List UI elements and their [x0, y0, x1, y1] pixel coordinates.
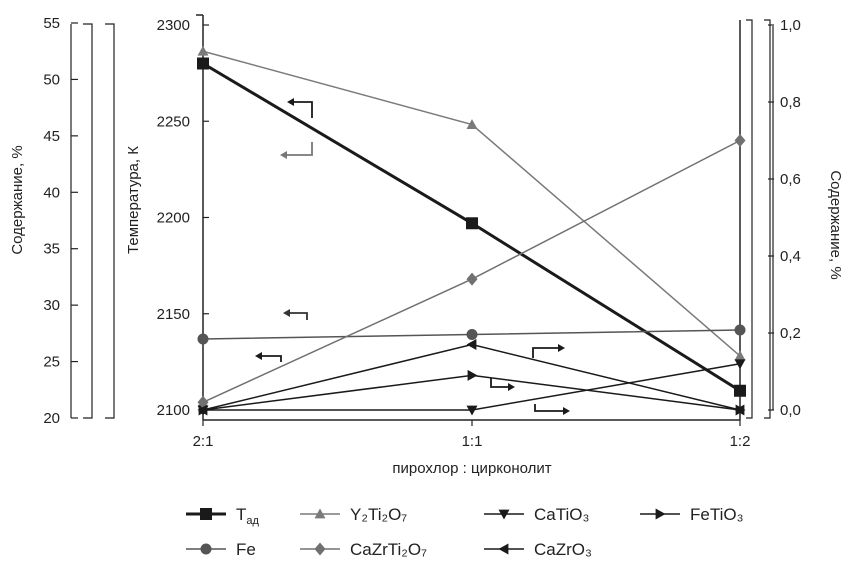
temperature-tick-label: 2150	[157, 306, 190, 323]
point-y-ti-o	[197, 45, 209, 56]
legend-marker	[200, 508, 212, 520]
temperature-tick-label: 2100	[157, 402, 190, 419]
legend-item-fe: Fe	[186, 540, 256, 559]
axis-indicator-arrow-head	[283, 309, 290, 317]
content-right-tick-label: 0,2	[780, 325, 801, 342]
point-cazro	[734, 404, 745, 416]
legend-marker	[655, 508, 666, 520]
content-left-tick-label: 35	[43, 241, 60, 258]
stacked-axis-frame	[105, 23, 115, 419]
temperature-tick-label: 2250	[157, 113, 190, 130]
legend-item-t: Tад	[186, 505, 260, 527]
content-left-tick-label: 20	[43, 410, 60, 427]
legend-item-cazrti-o: CaZrTi₂O₇	[300, 540, 427, 559]
temperature-tick-label: 2300	[157, 17, 190, 34]
axis-indicator-arrow-head	[255, 352, 262, 360]
content-right-tick-label: 0,4	[780, 248, 801, 265]
legend-label-subscript: ад	[246, 515, 259, 527]
series-line-y-ti-o	[202, 50, 741, 357]
legend-marker	[200, 543, 212, 555]
series-line-fetio	[202, 374, 741, 411]
x-tick-label: 1:2	[730, 433, 751, 450]
legend-label: CaZrTi₂O₇	[350, 540, 427, 559]
legend-marker	[498, 543, 509, 555]
stacked-axis-frame	[83, 23, 93, 419]
content-right-tick-label: 1,0	[780, 17, 801, 34]
axis-indicator-arrow	[294, 101, 313, 118]
point-t	[197, 57, 209, 70]
point-fe	[734, 324, 746, 336]
axis-indicator-arrow-head	[563, 407, 570, 415]
point-cazro	[197, 404, 208, 416]
x-tick-label: 2:1	[193, 433, 214, 450]
legend-label: Fe	[236, 540, 256, 559]
content-right-tick-label: 0,6	[780, 171, 801, 188]
content-right-tick-label: 0,8	[780, 94, 801, 111]
legend-label: FeTiO₃	[690, 505, 744, 524]
point-fetio	[467, 369, 478, 381]
temperature-tick-label: 2200	[157, 210, 190, 227]
content-left-tick-label: 25	[43, 354, 60, 371]
series-line-cazrti-o	[202, 139, 741, 403]
point-fe	[197, 333, 209, 345]
legend: Tад Y₂Ti₂O₇ CaTiO₃ FeTiO₃ Fe CaZrTi₂O₇ CaZrO₃	[186, 505, 744, 559]
point-catio	[734, 359, 746, 370]
axis-indicator-arrow-head	[280, 151, 287, 159]
legend-marker	[314, 542, 326, 556]
axis-indicator-arrow	[534, 404, 563, 412]
point-cazro	[466, 339, 477, 351]
stacked-axis-frame	[746, 19, 753, 419]
legend-item-cazro: CaZrO₃	[484, 540, 592, 559]
point-t	[466, 217, 478, 230]
axis-indicator-arrow	[290, 312, 308, 320]
x-tick-label: 1:1	[462, 433, 483, 450]
stacked-axis-frame	[764, 19, 771, 419]
content-left-tick-label: 30	[43, 297, 60, 314]
content-left-tick-label: 40	[43, 184, 60, 201]
content-right-axis-label: Содержание, %	[827, 170, 844, 279]
point-cazrti-o	[734, 134, 746, 147]
legend-item-catio: CaTiO₃	[484, 505, 589, 524]
axis-indicator-arrow	[287, 142, 313, 156]
legend-marker	[314, 508, 326, 519]
axis-indicator-arrow-head	[508, 383, 515, 391]
point-t	[734, 384, 746, 397]
axis-indicator-arrow	[262, 355, 282, 362]
axis-indicator-arrow-head	[287, 98, 294, 106]
legend-label: CaZrO₃	[534, 540, 592, 559]
legend-marker	[498, 509, 510, 520]
legend-item-fetio: FeTiO₃	[640, 505, 744, 524]
point-y-ti-o	[466, 119, 478, 129]
legend-item-y-ti-o: Y₂Ti₂O₇	[300, 505, 407, 524]
x-axis-label: пирохлор : цирконолит	[392, 460, 551, 477]
content-left-tick-label: 45	[43, 128, 60, 145]
axis-indicator-arrow	[490, 378, 508, 388]
point-y-ti-o	[734, 350, 746, 361]
content-left-axis-label: Содержание, %	[9, 145, 26, 254]
content-right-tick-label: 0,0	[780, 402, 801, 419]
legend-label: Y₂Ti₂O₇	[350, 505, 407, 524]
temperature-axis-label: Температура, К	[125, 146, 142, 254]
axis-indicator-arrow-head	[558, 344, 565, 352]
content-left-tick-label: 55	[43, 15, 60, 32]
point-catio	[466, 405, 478, 416]
legend-label: CaTiO₃	[534, 505, 589, 524]
point-fe	[466, 328, 478, 340]
series-line-catio	[203, 363, 741, 411]
axis-indicator-arrow	[532, 347, 558, 358]
content-left-tick-label: 50	[43, 71, 60, 88]
legend-label: Tад	[236, 505, 260, 527]
point-cazrti-o	[466, 272, 478, 286]
